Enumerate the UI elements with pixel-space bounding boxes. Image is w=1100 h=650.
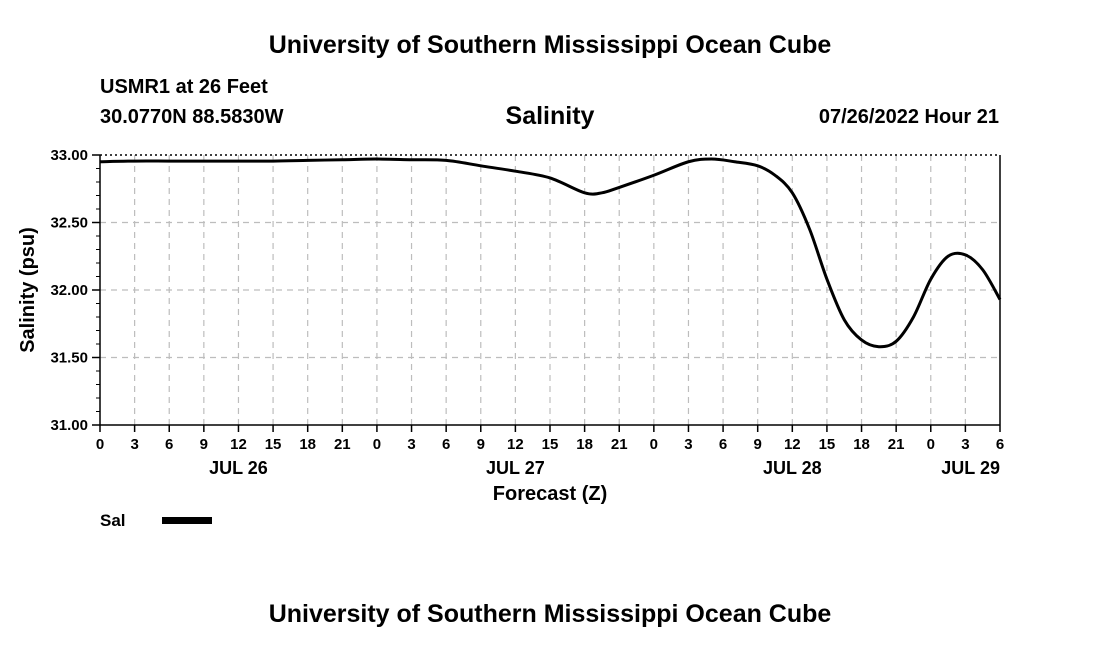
y-tick-label: 33.00: [50, 147, 88, 164]
x-tick-label: 12: [507, 436, 524, 453]
x-tick-label: 6: [719, 436, 727, 453]
y-tick-label: 31.00: [50, 417, 88, 434]
x-tick-label: 9: [477, 436, 485, 453]
x-tick-label: 0: [927, 436, 935, 453]
x-tick-label: 0: [96, 436, 104, 453]
x-tick-label: 15: [265, 436, 282, 453]
main-title: University of Southern Mississippi Ocean…: [268, 31, 832, 59]
y-tick-label: 32.50: [50, 215, 88, 232]
x-tick-label: 3: [961, 436, 969, 453]
x-tick-label: 18: [299, 436, 316, 453]
series-layer: [99, 157, 1002, 349]
x-tick-label: 18: [853, 436, 870, 453]
legend: Sal: [100, 511, 212, 530]
y-axis-label: Salinity (psu): [17, 227, 39, 353]
date-label: JUL 29: [941, 458, 1000, 478]
x-tick-label: 3: [407, 436, 415, 453]
date-label: JUL 26: [209, 458, 268, 478]
x-tick-label: 21: [888, 436, 905, 453]
x-tick-label: 3: [684, 436, 692, 453]
x-tick-label: 6: [996, 436, 1004, 453]
grid: [100, 155, 1000, 425]
x-tick-label: 9: [754, 436, 762, 453]
x-tick-label: 6: [442, 436, 450, 453]
footer-title: University of Southern Mississippi Ocean…: [268, 600, 832, 628]
y-tick-label: 32.00: [50, 282, 88, 299]
legend-swatch: [162, 517, 212, 524]
x-tick-label: 15: [542, 436, 559, 453]
x-tick-label: 0: [650, 436, 658, 453]
x-axis-label: Forecast (Z): [493, 483, 607, 505]
x-tick-label: 18: [576, 436, 593, 453]
x-tick-label: 15: [819, 436, 836, 453]
legend-label: Sal: [100, 511, 126, 530]
forecast-date-label: 07/26/2022 Hour 21: [818, 106, 999, 128]
date-label: JUL 28: [763, 458, 822, 478]
x-tick-label: 3: [130, 436, 138, 453]
x-tick-label: 21: [334, 436, 351, 453]
x-tick-label: 12: [230, 436, 247, 453]
x-tick-label: 21: [611, 436, 628, 453]
series-line-sal: [99, 157, 1002, 349]
x-tick-label: 9: [200, 436, 208, 453]
x-tick-label: 6: [165, 436, 173, 453]
chart-title: Salinity: [505, 102, 595, 130]
y-tick-label: 31.50: [50, 350, 88, 367]
x-tick-label: 12: [784, 436, 801, 453]
x-tick-label: 0: [373, 436, 381, 453]
station-label: USMR1 at 26 Feet: [100, 76, 268, 98]
coordinates-label: 30.0770N 88.5830W: [100, 106, 284, 128]
axes: 31.00 31.50 32.00 32.50 33.00 0 3 6 9 12 15 18 21 0 3 6…: [17, 147, 1004, 505]
date-label: JUL 27: [486, 458, 545, 478]
